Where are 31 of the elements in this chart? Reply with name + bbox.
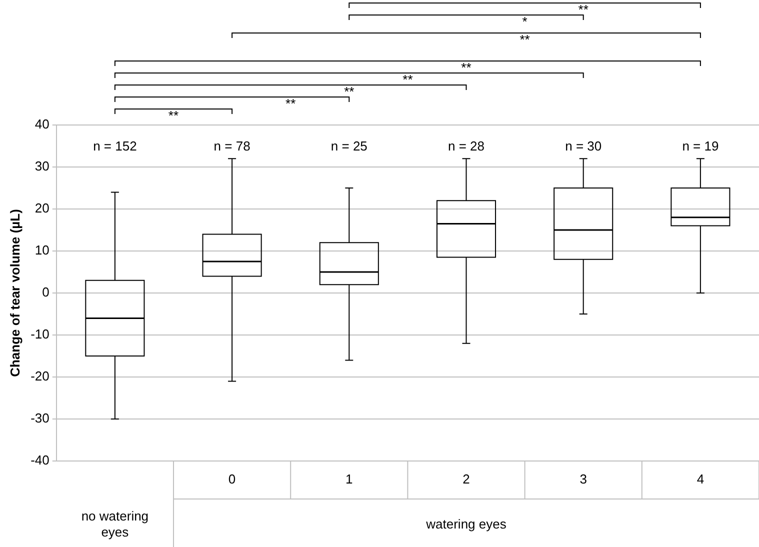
y-tick-label: -40 bbox=[30, 452, 50, 468]
text: watering eyes bbox=[425, 516, 507, 532]
y-tick-label: -30 bbox=[30, 410, 50, 426]
y-tick-label: 10 bbox=[34, 242, 50, 258]
x-tick-label: 3 bbox=[580, 472, 587, 487]
y-tick-label: 0 bbox=[42, 284, 50, 300]
text: ** bbox=[578, 2, 588, 18]
y-tick-label: -20 bbox=[30, 368, 50, 384]
annotation: n = 28 bbox=[448, 138, 485, 154]
text: ** bbox=[344, 84, 354, 100]
x-tick-label: 1 bbox=[346, 472, 353, 487]
annotation: n = 19 bbox=[682, 138, 719, 154]
text: ** bbox=[286, 96, 296, 112]
y-tick-label: 30 bbox=[34, 158, 50, 174]
y-axis-title: Change of tear volume (µL) bbox=[7, 209, 22, 377]
text: * bbox=[522, 14, 528, 30]
y-tick-label: -10 bbox=[30, 326, 50, 342]
x-tick-label: 0 bbox=[228, 472, 236, 487]
text: ** bbox=[168, 108, 179, 124]
x-tick-label: 4 bbox=[696, 472, 704, 487]
text: ** bbox=[461, 60, 472, 76]
y-tick-label: 20 bbox=[34, 200, 50, 216]
x-tick-label: 2 bbox=[462, 472, 470, 487]
annotation: n = 30 bbox=[565, 138, 602, 154]
text: ** bbox=[402, 72, 413, 88]
annotation: n = 78 bbox=[214, 138, 250, 154]
annotation: n = 152 bbox=[93, 138, 137, 154]
text: no watering eyes bbox=[81, 508, 149, 540]
y-tick-label: 40 bbox=[34, 116, 50, 132]
annotation: n = 25 bbox=[330, 138, 368, 154]
text: ** bbox=[520, 32, 530, 48]
